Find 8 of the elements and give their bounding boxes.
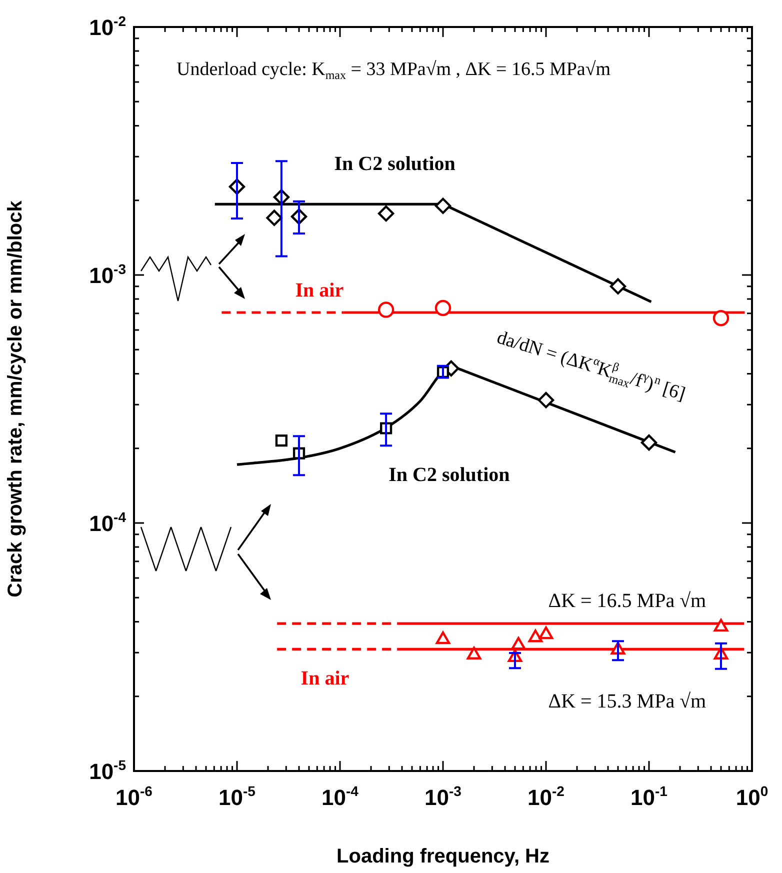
- annotation: In C2 solution: [334, 153, 456, 176]
- y-axis-title: Crack growth rate, mm/cycle or mm/block: [4, 200, 27, 598]
- annotation: ΔK = 16.5 MPa √m: [548, 590, 707, 612]
- annotation: In C2 solution: [388, 464, 510, 486]
- x-axis-title: Loading frequency, Hz: [336, 846, 550, 868]
- annotation: In air: [300, 667, 350, 690]
- annotation: In air: [295, 280, 344, 302]
- annotation: ΔK = 15.3 MPa √m: [548, 690, 707, 712]
